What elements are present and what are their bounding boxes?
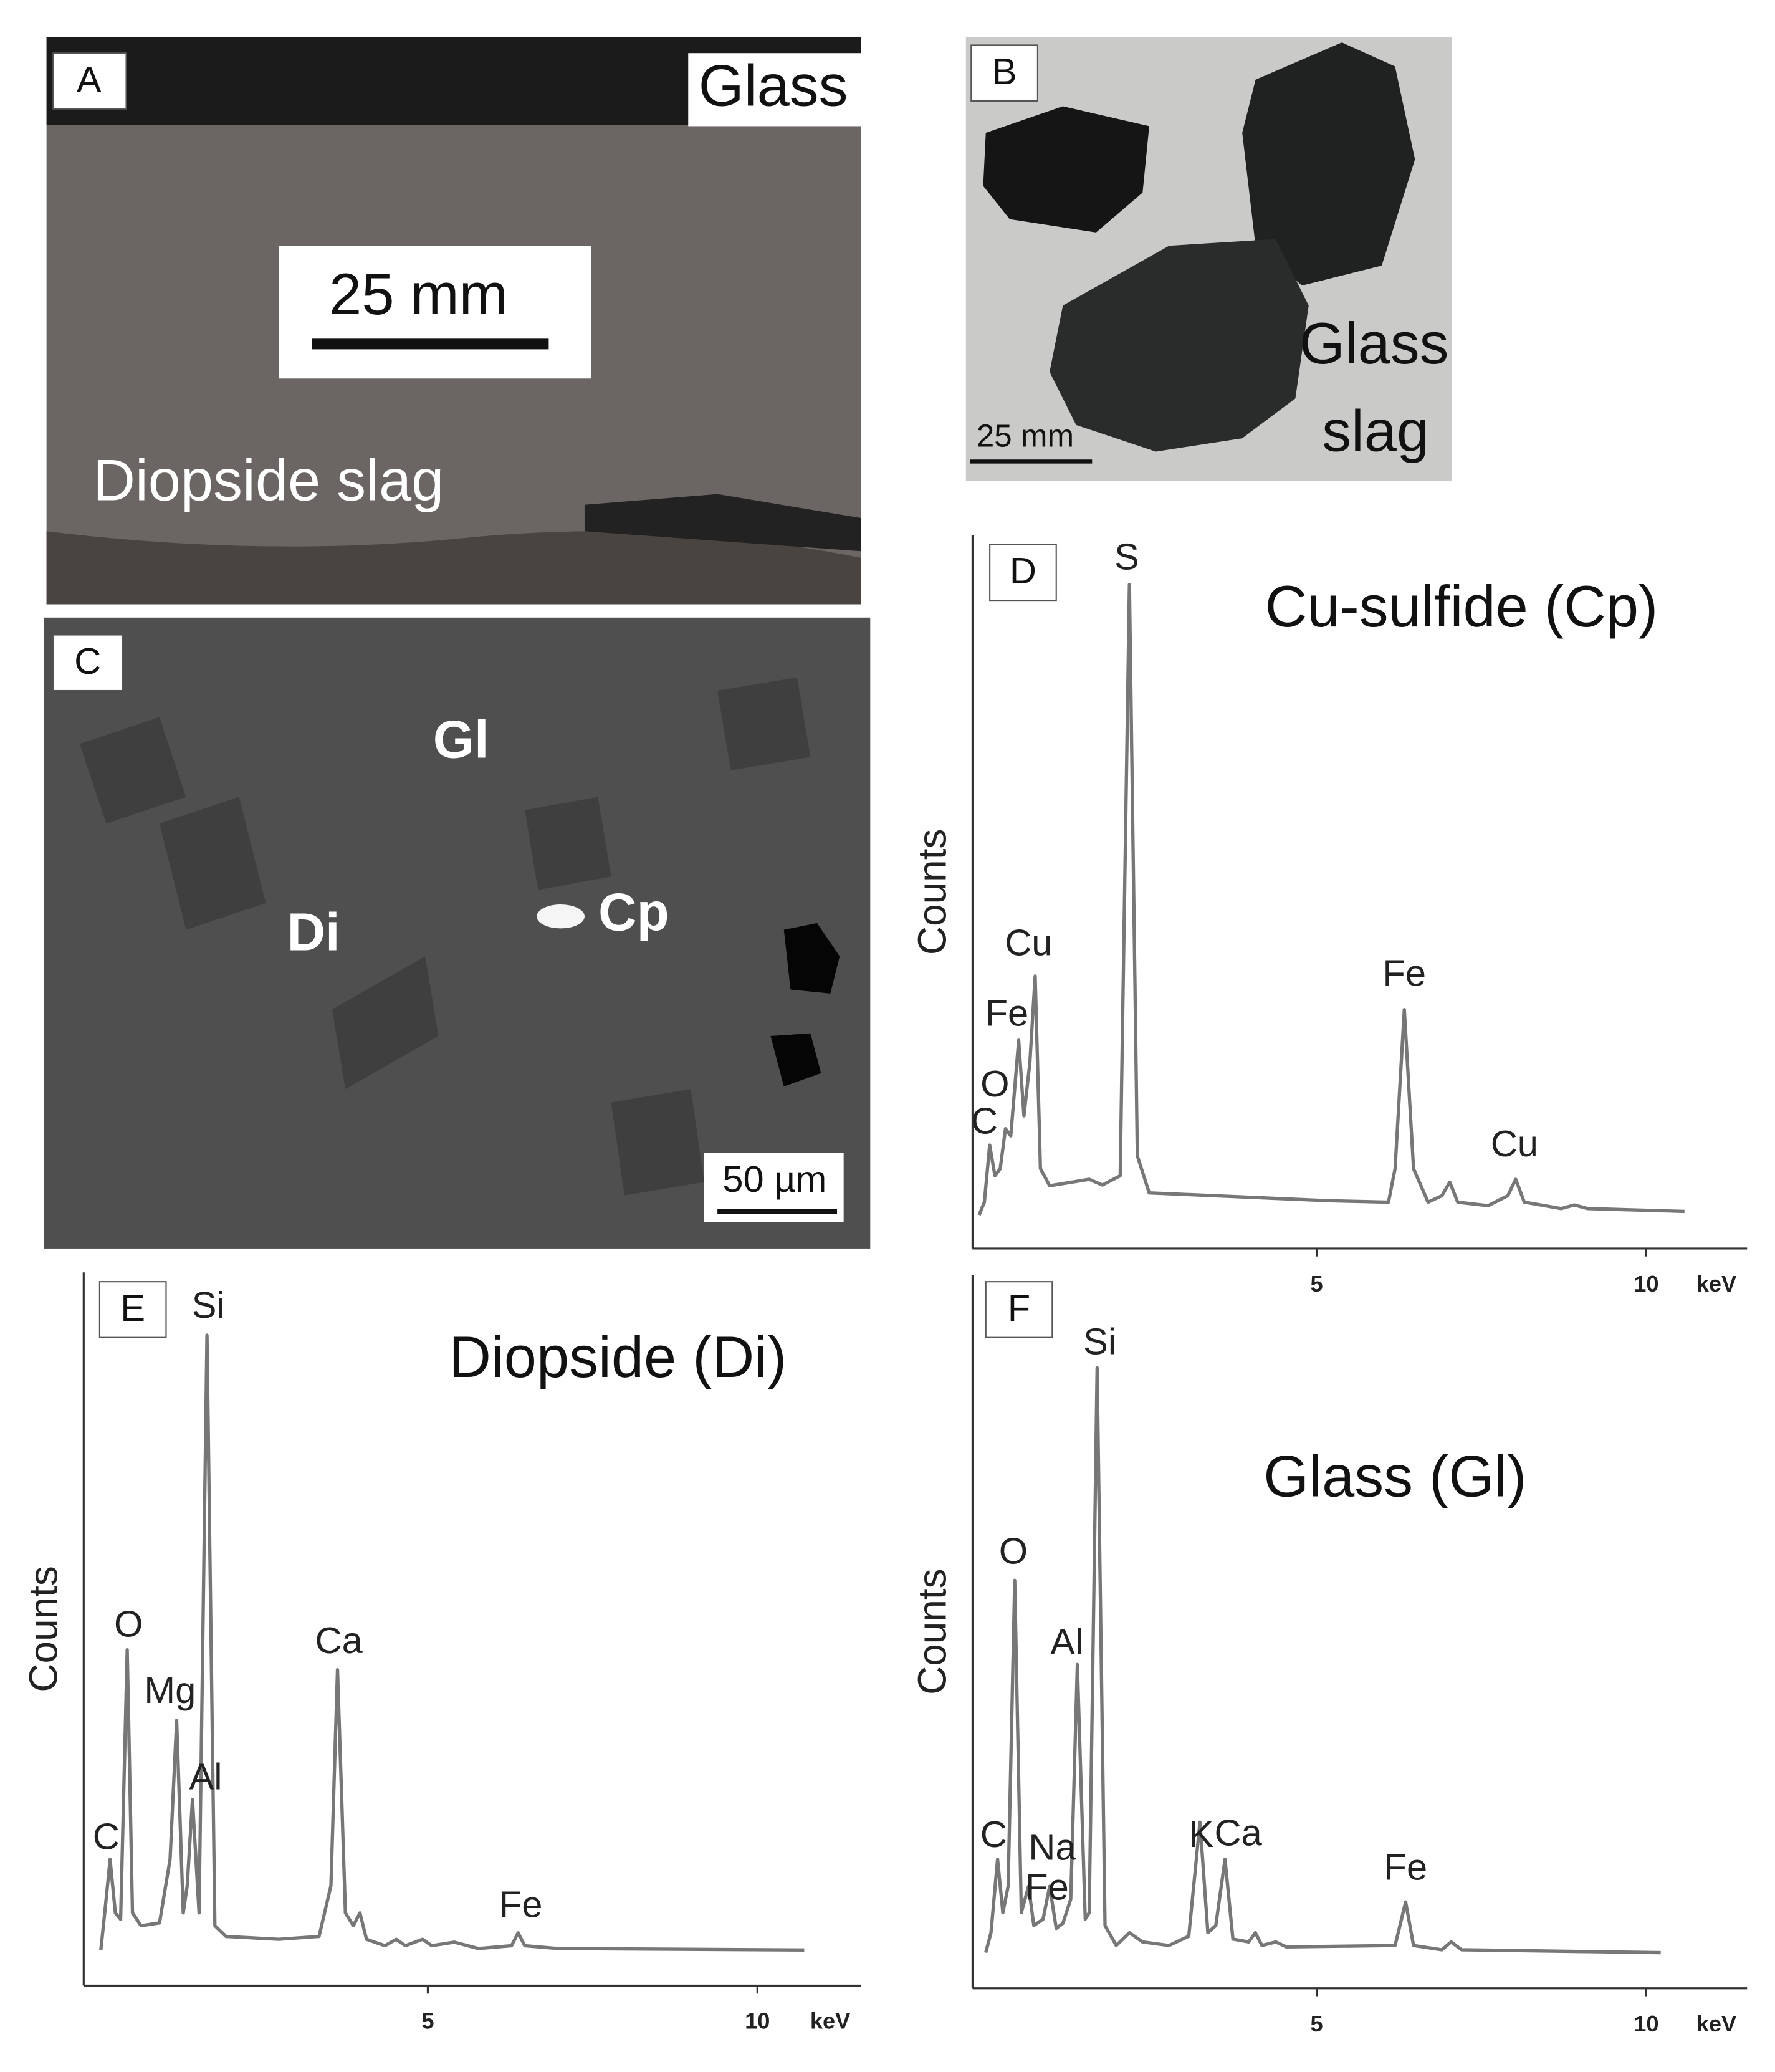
- scale-bar: [312, 338, 549, 350]
- fragment: [1050, 239, 1309, 452]
- fragment: [983, 106, 1149, 233]
- x-tick-label: 10: [1634, 1271, 1658, 1297]
- photo-b: B Glass slag 25 mm: [965, 37, 1452, 481]
- phase-label: Cp: [598, 883, 669, 942]
- panel-label-box: [970, 44, 1038, 102]
- x-tick-label: 10: [745, 2008, 770, 2034]
- spectrum-chart: 5 10 keV Counts Cu-sulfide (Cp) D S Cu Fe OC Fe Cu: [910, 535, 1748, 1297]
- peak-label: O: [999, 1530, 1028, 1572]
- peak-label: Al: [1050, 1621, 1083, 1662]
- crystals: [79, 677, 811, 1196]
- panel-label: A: [77, 59, 102, 100]
- peak-label: Fe: [1025, 1866, 1069, 1908]
- x-tick-label: 5: [421, 2008, 434, 2034]
- peak-label: Na: [1028, 1826, 1076, 1868]
- panel-label: B: [992, 50, 1017, 92]
- x-axis-label: keV: [1696, 1271, 1736, 1297]
- sample-label: slag: [1322, 398, 1429, 464]
- sulfide-grain: [537, 904, 585, 929]
- scale-bar: [970, 459, 1093, 464]
- peak-label: Fe: [985, 992, 1029, 1034]
- peak-label: Fe: [1384, 1846, 1428, 1888]
- spectrum-chart: 5 10 keV Counts Diopside (Di) E Si OMg Al C Ca Fe: [21, 1272, 861, 2034]
- chart-title: Diopside (Di): [449, 1324, 787, 1389]
- peak-label: Mg: [144, 1669, 196, 1711]
- panel-label: D: [1010, 550, 1036, 592]
- y-axis-label: Counts: [910, 829, 955, 956]
- spectrum-line: [99, 1333, 805, 1952]
- x-tick-label: 5: [1310, 2011, 1323, 2036]
- peak-label: Cu: [1005, 921, 1052, 963]
- panel-label-box: [98, 1281, 167, 1338]
- peak-label: Fe: [1382, 952, 1426, 994]
- spectrum-line: [984, 1366, 1661, 1955]
- peak-label: Si: [1083, 1320, 1116, 1362]
- x-tick-label: 5: [1310, 1271, 1323, 1297]
- chart-title: Glass (Gl): [1263, 1444, 1526, 1509]
- peak-label: Fe: [499, 1883, 543, 1925]
- peak-label: C: [93, 1816, 120, 1858]
- peak-label: C: [980, 1813, 1007, 1855]
- photo-a: A Glass 25 mm Diopside slag: [46, 37, 861, 605]
- chart-title: Cu-sulfide (Cp): [1265, 573, 1658, 639]
- sample-label: Diopside slag: [93, 448, 444, 513]
- panel-label-box: [989, 544, 1057, 602]
- rim: [46, 531, 861, 605]
- phase-label: Gl: [433, 711, 489, 770]
- scale-box: [279, 246, 591, 379]
- fragment: [1242, 42, 1415, 286]
- peak-label: O: [980, 1063, 1009, 1105]
- scale-label: 25 mm: [977, 418, 1074, 454]
- peak-label: Cu: [1491, 1123, 1538, 1164]
- scale-bar: [717, 1209, 837, 1214]
- panel-label: C: [74, 640, 101, 682]
- peak-label: O: [114, 1603, 143, 1645]
- peak-label: Si: [192, 1284, 225, 1326]
- peak-label: S: [1114, 535, 1139, 577]
- layer-label: Glass: [699, 53, 848, 118]
- x-tick-label: 10: [1634, 2011, 1658, 2036]
- scale-label: 50 µm: [722, 1158, 826, 1200]
- y-axis-label: Counts: [910, 1568, 955, 1695]
- y-axis-label: Counts: [21, 1566, 65, 1692]
- sample-label: Glass: [1299, 310, 1449, 376]
- peak-label: C: [971, 1100, 998, 1141]
- peak-label: Ca: [315, 1619, 363, 1661]
- voids: [770, 923, 840, 1086]
- peak-label: Al: [189, 1756, 222, 1798]
- peak-label: K: [1189, 1813, 1214, 1855]
- panel-label-box: [52, 634, 123, 692]
- panel-label-box: [985, 1281, 1053, 1338]
- photo-c: C Gl Di Cp 50 µm: [44, 617, 871, 1249]
- phase-label: Di: [287, 903, 340, 962]
- x-axis-label: keV: [810, 2008, 850, 2034]
- x-axis-label: keV: [1696, 2011, 1736, 2036]
- peak-label: Ca: [1215, 1812, 1263, 1854]
- label-box: [688, 53, 861, 127]
- panel-label: F: [1008, 1287, 1030, 1329]
- scale-label: 25 mm: [329, 261, 508, 327]
- panel-label: E: [120, 1287, 145, 1329]
- panel-label-box: [52, 52, 127, 110]
- crack: [584, 494, 861, 552]
- spectrum-line: [977, 582, 1685, 1216]
